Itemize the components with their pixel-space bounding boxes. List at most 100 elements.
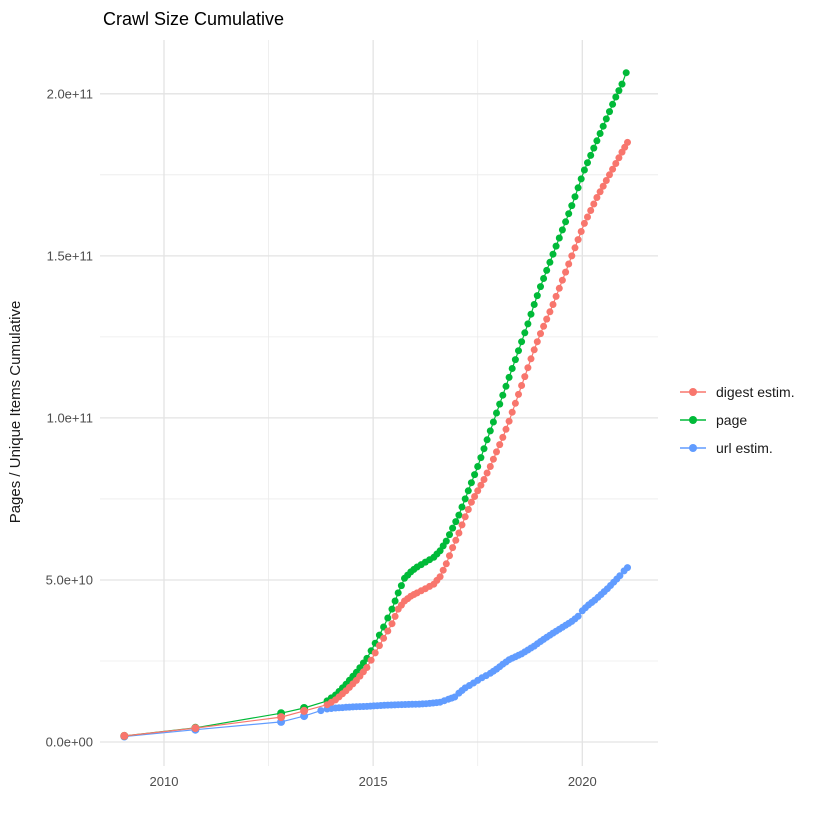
- data-point: [367, 656, 375, 664]
- data-point: [191, 724, 200, 733]
- data-point: [515, 390, 522, 398]
- data-point: [505, 373, 513, 381]
- data-point: [602, 177, 610, 184]
- data-point: [609, 165, 617, 173]
- data-point: [530, 301, 538, 308]
- y-axis-tick-label: 1.0e+11: [47, 410, 93, 425]
- x-axis-tick-label: 2020: [568, 774, 597, 789]
- data-point: [508, 365, 516, 372]
- data-point: [521, 329, 529, 337]
- x-axis-tick-label: 2010: [150, 774, 179, 789]
- data-point: [458, 503, 466, 511]
- data-point: [461, 495, 469, 503]
- data-point: [394, 589, 402, 597]
- data-point: [593, 137, 601, 145]
- data-point: [568, 252, 576, 260]
- data-point: [446, 531, 453, 539]
- data-point: [546, 258, 554, 266]
- data-point: [439, 566, 447, 574]
- data-point: [606, 171, 613, 179]
- data-point: [590, 200, 598, 208]
- data-point: [493, 409, 500, 417]
- data-point: [467, 479, 475, 487]
- data-point: [584, 213, 591, 221]
- data-point: [599, 182, 607, 190]
- data-point: [612, 160, 620, 167]
- data-point: [518, 382, 526, 389]
- data-point: [464, 506, 472, 513]
- data-point: [446, 552, 453, 560]
- data-point: [391, 612, 399, 620]
- legend-label: digest estim.: [716, 384, 795, 400]
- data-point: [371, 649, 379, 657]
- data-point: [511, 356, 519, 364]
- data-point: [452, 518, 460, 526]
- data-point: [546, 308, 554, 316]
- data-point: [518, 338, 526, 346]
- series-page: [120, 69, 630, 740]
- data-point: [593, 194, 601, 201]
- data-point: [480, 445, 488, 453]
- data-point: [577, 175, 585, 183]
- data-point: [464, 487, 472, 495]
- data-point: [505, 417, 513, 425]
- legend-key-icon: [680, 388, 706, 396]
- data-point: [483, 436, 491, 444]
- data-point: [533, 338, 541, 346]
- data-point: [562, 268, 570, 276]
- data-point: [363, 664, 371, 671]
- legend-key-icon: [680, 444, 706, 452]
- series-url-estim: [120, 564, 631, 741]
- legend: digest estim. page url estim.: [678, 378, 795, 462]
- legend-key-icon: [680, 416, 706, 424]
- y-axis-tick-label: 5.0e+10: [46, 572, 93, 587]
- data-point: [455, 511, 463, 519]
- chart-title: Crawl Size Cumulative: [103, 9, 285, 29]
- data-point: [549, 301, 557, 308]
- data-point: [317, 707, 325, 715]
- legend-key-dot: [689, 416, 697, 424]
- data-point: [543, 315, 551, 323]
- data-point: [502, 425, 510, 433]
- data-point: [587, 207, 595, 214]
- data-point: [580, 219, 588, 227]
- data-point: [565, 210, 573, 218]
- y-axis-tick-label: 2.0e+11: [47, 86, 93, 101]
- y-axis-tick-label: 0.0e+00: [46, 735, 93, 750]
- legend-item-digest-estim: digest estim.: [678, 378, 795, 406]
- data-point: [483, 469, 491, 477]
- data-point: [527, 355, 535, 363]
- data-point: [455, 529, 463, 537]
- data-point: [467, 498, 475, 506]
- tick-labels: 0.0e+00 5.0e+10 1.0e+11 1.5e+11 2.0e+11 2010 2…: [46, 86, 597, 789]
- data-point: [596, 130, 604, 137]
- data-point: [555, 234, 563, 242]
- data-point: [615, 154, 623, 162]
- data-point: [397, 582, 405, 590]
- data-point: [489, 418, 497, 426]
- data-point: [486, 427, 494, 435]
- data-point: [477, 481, 485, 489]
- data-point: [477, 454, 485, 462]
- data-point: [300, 706, 309, 715]
- data-point: [380, 634, 388, 642]
- legend-key-dot: [689, 444, 697, 452]
- data-point: [602, 115, 610, 123]
- data-point: [552, 242, 560, 250]
- data-point: [527, 310, 535, 318]
- y-axis-title: Pages / Unique Items Cumulative: [7, 301, 24, 524]
- data-point: [618, 80, 626, 88]
- data-point: [574, 184, 582, 192]
- data-point: [624, 564, 631, 572]
- data-point: [388, 620, 396, 628]
- data-point: [562, 218, 570, 226]
- data-point: [480, 476, 488, 483]
- data-point: [565, 260, 573, 268]
- data-point: [277, 713, 286, 722]
- data-point: [458, 521, 466, 529]
- gridlines: [100, 40, 658, 766]
- data-point: [624, 138, 631, 146]
- data-point: [449, 524, 457, 532]
